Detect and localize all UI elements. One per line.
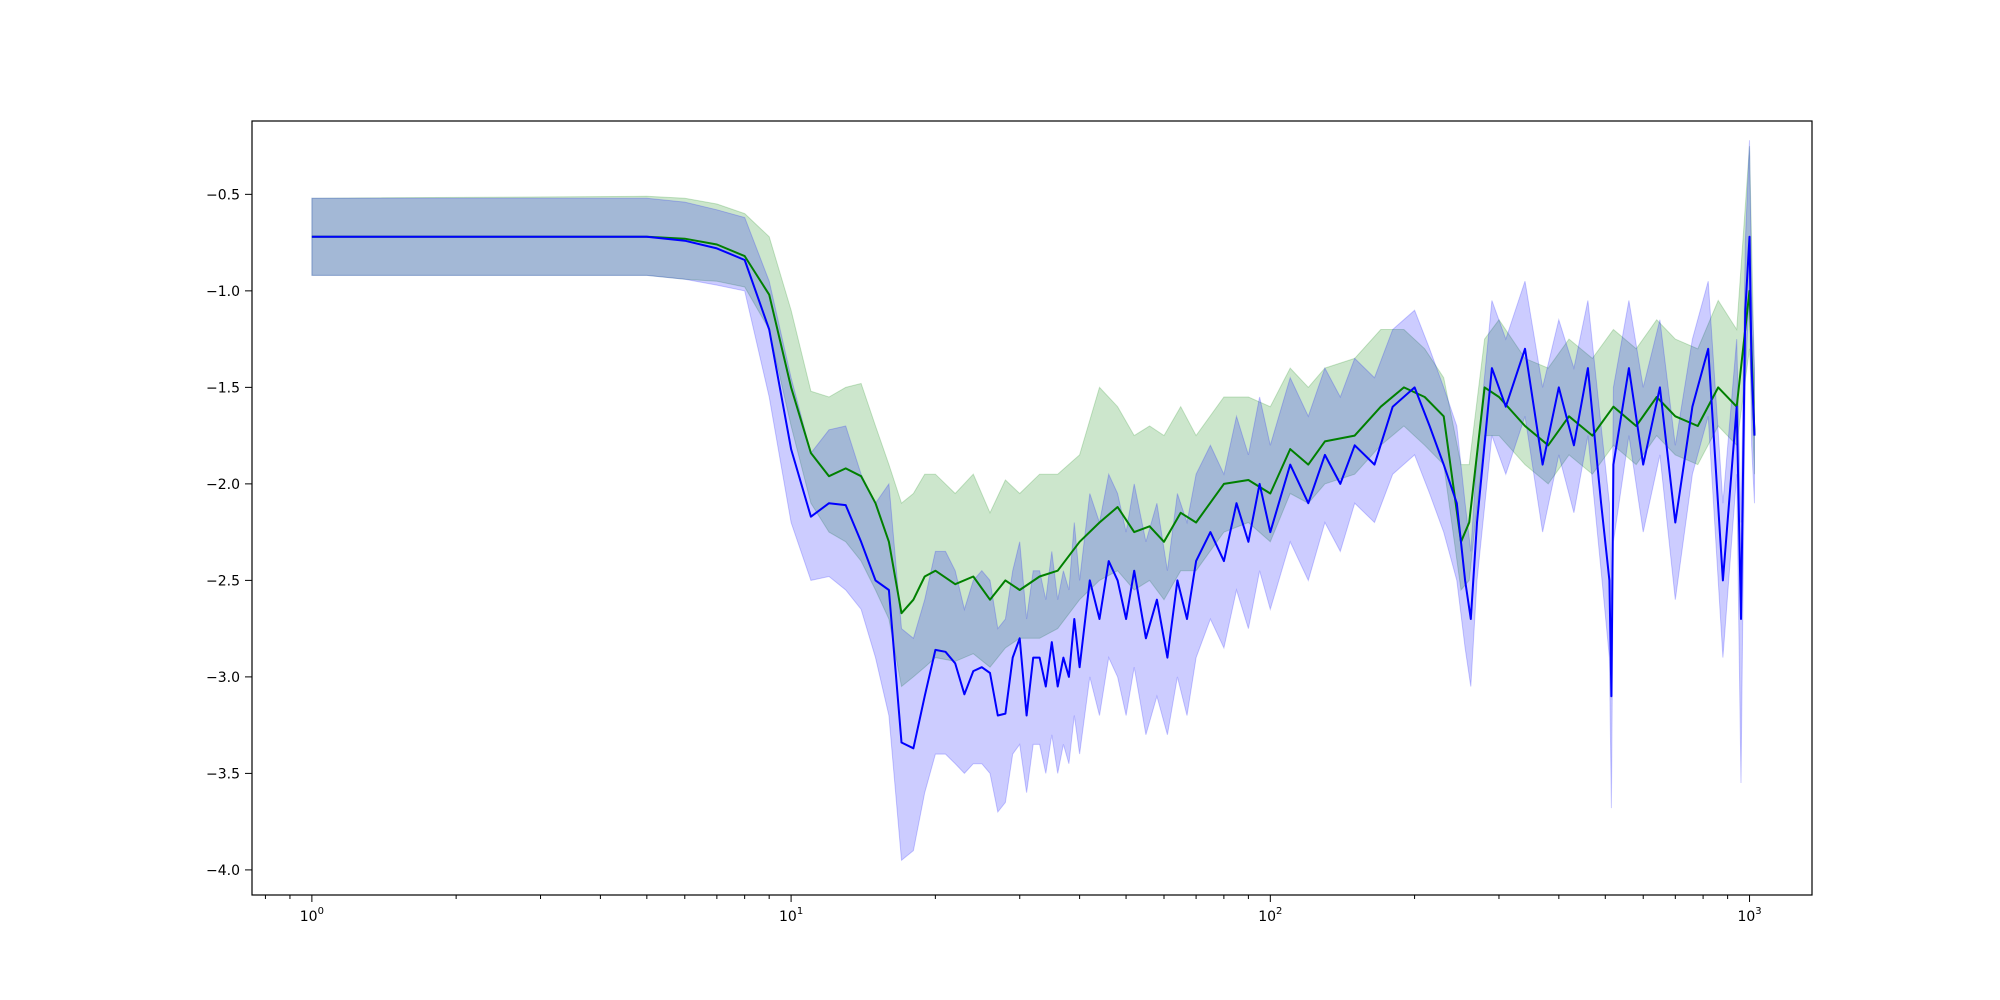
y-tick-label: −2.5	[206, 573, 240, 589]
plot-area	[311, 140, 1756, 862]
x-axis: 100 101 102 103	[264, 895, 1762, 925]
y-tick-label: −0.5	[206, 187, 240, 203]
series-1-line	[311, 235, 1756, 615]
y-tick-label: −2.0	[206, 477, 240, 493]
y-tick-label: −3.5	[206, 766, 240, 782]
y-tick-label: −4.0	[206, 863, 240, 879]
series-2-band	[311, 140, 1755, 862]
y-tick-label: −1.0	[206, 284, 240, 300]
series-2-line	[311, 235, 1756, 750]
x-tick-label: 101	[779, 906, 803, 925]
y-tick-label: −3.0	[206, 670, 240, 686]
series-1-band	[311, 146, 1755, 688]
x-tick-label: 103	[1737, 906, 1761, 925]
x-tick-label: 102	[1258, 906, 1282, 925]
y-axis: −0.5 −1.0 −1.5 −2.0 −2.5 −3.0 −3.5 −4.0	[206, 187, 252, 879]
confidence-bands	[311, 140, 1755, 862]
x-tick-label: 100	[300, 906, 324, 925]
y-tick-label: −1.5	[206, 380, 240, 396]
axes-frame	[251, 120, 1813, 896]
series-lines	[311, 235, 1756, 750]
